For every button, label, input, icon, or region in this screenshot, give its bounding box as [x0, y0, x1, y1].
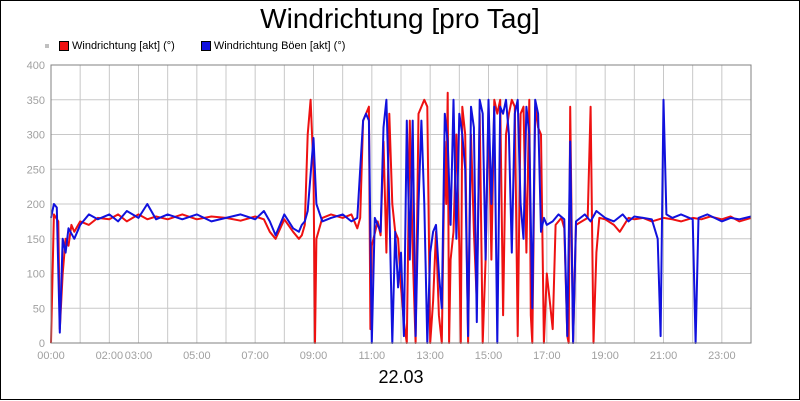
x-tick-label: 11:00	[358, 350, 385, 362]
series-line-1	[50, 98, 752, 344]
x-tick-label: 23:00	[708, 350, 736, 362]
y-tick-label: 0	[39, 338, 45, 350]
y-tick-label: 50	[33, 303, 45, 315]
x-tick-label: 13:00	[416, 350, 444, 362]
x-tick-label: 15:00	[475, 350, 503, 362]
x-tick-label: 09:00	[300, 350, 328, 362]
legend-swatch-red	[59, 41, 69, 51]
y-tick-label: 150	[27, 234, 45, 246]
chart-title: Windrichtung [pro Tag]	[260, 3, 540, 34]
legend-item-boeen: Windrichtung Böen [akt] (°)	[200, 40, 346, 52]
x-tick-label: 21:00	[650, 350, 678, 362]
legend-swatch-blue	[200, 41, 211, 51]
legend-label-windrichtung: Windrichtung [akt] (°)	[72, 40, 175, 52]
y-tick-label: 200	[27, 199, 45, 211]
y-tick-label: 400	[27, 60, 45, 72]
x-tick-label: 17:00	[533, 350, 561, 362]
x-tick-label: 00:00	[37, 350, 65, 362]
legend-handle-icon	[45, 44, 49, 48]
x-tick-label: 02:00	[96, 350, 124, 362]
plot-border	[50, 64, 752, 344]
x-tick-label: 03:00	[125, 350, 153, 362]
y-tick-label: 250	[27, 164, 45, 176]
x-tick-label: 19:00	[591, 350, 619, 362]
y-tick-label: 350	[27, 95, 45, 107]
x-tick-label: 07:00	[241, 350, 269, 362]
x-tick-label: 05:00	[183, 350, 211, 362]
legend-label-boeen: Windrichtung Böen [akt] (°)	[213, 40, 346, 52]
chart-legend: Windrichtung [akt] (°) Windrichtung Böen…	[45, 39, 371, 53]
y-tick-label: 100	[27, 269, 45, 281]
x-axis-label: 22.03	[378, 367, 424, 387]
y-tick-label: 300	[27, 130, 45, 142]
legend-item-windrichtung: Windrichtung [akt] (°)	[59, 40, 175, 52]
